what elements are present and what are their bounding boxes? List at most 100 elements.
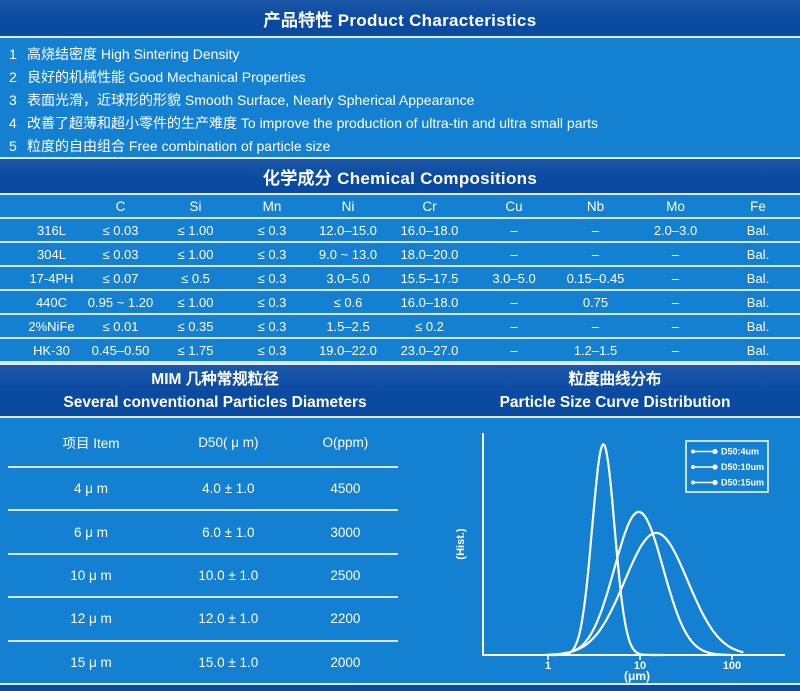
chem-row-label: 2%NiFe xyxy=(28,318,75,334)
chem-cell: ≤ 0.6 xyxy=(333,294,363,310)
chem-row-label: HK-30 xyxy=(33,342,70,358)
chem-cell: ≤ 0.5 xyxy=(181,270,210,286)
chem-cell: – xyxy=(510,294,518,310)
chem-row-label: 17-4PH xyxy=(29,270,74,286)
feature-number: 2 xyxy=(9,69,17,86)
feature-number: 1 xyxy=(9,46,17,63)
particle-row: 12 μ m 12.0 ± 1.0 2200 xyxy=(8,598,398,642)
chem-cell: Bal. xyxy=(746,294,770,310)
particle-row-label: 10 μ m xyxy=(70,568,112,584)
chem-col-header: Ni xyxy=(341,198,355,214)
curve-D50:15um xyxy=(548,531,744,656)
feature-text: 表面光滑，近球形的形貌 Smooth Surface, Nearly Spher… xyxy=(27,91,475,108)
particle-cell: 12.0 ± 1.0 xyxy=(198,611,259,627)
chem-cell: 0.15–0.45 xyxy=(566,270,625,286)
particle-row: 4 μ m 4.0 ± 1.0 4500 xyxy=(8,468,398,512)
legend-marker-dot xyxy=(712,479,718,486)
chem-row-label: 304L xyxy=(37,246,66,262)
chem-header-row: C Si Mn Ni Cr Cu Nb Mo Fe xyxy=(0,195,800,219)
chem-cell: 16.0–18.0 xyxy=(400,294,459,310)
chem-cell: ≤ 1.00 xyxy=(177,222,214,238)
chem-row: 440C 0.95 ~ 1.20 ≤ 1.00 ≤ 0.3 ≤ 0.6 16.0–18.0… xyxy=(0,291,800,315)
chem-cell: 9.0 ~ 13.0 xyxy=(318,246,378,262)
chem-cell: ≤ 0.3 xyxy=(257,294,287,310)
chem-cell: Bal. xyxy=(746,246,770,262)
feature-number: 4 xyxy=(9,114,17,131)
chem-cell: 23.0–27.0 xyxy=(400,342,459,358)
feature-number: 3 xyxy=(9,91,17,108)
chem-cell: ≤ 0.3 xyxy=(257,270,287,286)
chem-cell: – xyxy=(671,318,680,334)
chart-legend: D50:4um D50:10um D50:15um xyxy=(685,440,769,493)
particle-cell: 2200 xyxy=(330,611,361,627)
chem-col-header: Fe xyxy=(750,198,766,214)
chem-row-label: 316L xyxy=(37,222,66,238)
chart-title-en: Particle Size Curve Distribution xyxy=(499,393,731,411)
feature-item: 4 改善了超薄和超小零件的生产难度 To improve the producti… xyxy=(0,111,800,134)
legend-label: D50:4um xyxy=(721,447,759,457)
chem-cell: – xyxy=(591,246,600,262)
chem-cell: 19.0–22.0 xyxy=(319,342,377,358)
product-characteristics-header: 产品特性 Product Characteristics xyxy=(0,0,800,38)
chem-cell: 15.5–17.5 xyxy=(400,270,459,286)
x-axis-label: (μm) xyxy=(624,669,650,683)
particle-diameters-title-zh: MIM 几种常规粒径 xyxy=(151,370,279,388)
chem-cell: 16.0–18.0 xyxy=(400,222,459,238)
legend-label: D50:10um xyxy=(721,462,764,472)
chem-col-header: Mn xyxy=(262,198,282,214)
features-list: 1 高烧结密度 High Sintering Density 2 良好的机械性能 Go… xyxy=(0,40,800,157)
chem-cell: 18.0–20.0 xyxy=(400,246,459,262)
distribution-curves xyxy=(544,443,744,657)
chem-col-header: Cu xyxy=(505,198,523,214)
chemical-compositions-title: 化学成分 Chemical Compositions xyxy=(262,168,538,188)
chem-cell: – xyxy=(591,318,600,334)
chem-row: 316L ≤ 0.03 ≤ 1.00 ≤ 0.3 12.0–15.0 16.0–18.0 –… xyxy=(0,219,800,243)
particle-row-label: 12 μ m xyxy=(70,611,112,627)
particle-diameters-title: MIM 几种常规粒径 Several conventional Particle… xyxy=(0,365,430,416)
chem-cell: Bal. xyxy=(746,270,770,286)
chem-cell: 12.0–15.0 xyxy=(319,222,377,238)
feature-item: 3 表面光滑，近球形的形貌 Smooth Surface, Nearly Sphe… xyxy=(0,89,800,112)
x-tick-label: 100 xyxy=(723,660,741,672)
y-axis-label: (Hist.) xyxy=(455,528,467,560)
chem-cell: Bal. xyxy=(746,222,770,238)
chem-cell: 2.0–3.0 xyxy=(653,222,698,238)
particle-row: 10 μ m 10.0 ± 1.0 2500 xyxy=(8,555,398,599)
feature-text: 改善了超薄和超小零件的生产难度 To improve the productio… xyxy=(27,114,599,131)
chemical-compositions-header: 化学成分 Chemical Compositions xyxy=(0,157,800,195)
chem-cell: ≤ 0.3 xyxy=(257,342,287,358)
chem-cell: ≤ 1.00 xyxy=(177,246,214,262)
particle-col-header: O(ppm) xyxy=(322,434,369,450)
particle-cell: 4500 xyxy=(330,481,361,497)
chem-cell: ≤ 0.3 xyxy=(257,246,287,262)
particle-col-header: D50( μ m) xyxy=(198,434,259,450)
chem-cell: ≤ 0.3 xyxy=(257,222,287,238)
chem-cell: – xyxy=(510,318,518,334)
legend-marker-dot xyxy=(691,465,695,469)
legend-marker-dot xyxy=(691,449,695,454)
particle-row: 6 μ m 6.0 ± 1.0 3000 xyxy=(8,511,398,555)
feature-text: 粒度的自由组合 Free combination of particle siz… xyxy=(27,137,331,154)
chem-cell: ≤ 1.00 xyxy=(177,294,214,310)
chem-cell: 0.95 ~ 1.20 xyxy=(87,294,154,310)
chem-cell: ≤ 0.03 xyxy=(102,222,139,238)
chem-cell: 0.45–0.50 xyxy=(91,342,150,358)
particle-row: 15 μ m 15.0 ± 1.0 2000 xyxy=(8,642,398,683)
chem-cell: 1.2–1.5 xyxy=(573,342,618,358)
chem-cell: – xyxy=(671,342,680,358)
feature-item: 5 粒度的自由组合 Free combination of particle si… xyxy=(0,134,800,157)
legend-label: D50:15um xyxy=(721,478,764,488)
chem-cell: – xyxy=(671,294,680,310)
particle-row-label: 15 μ m xyxy=(70,654,112,670)
chem-row-label: 440C xyxy=(35,294,68,310)
chem-cell: ≤ 0.01 xyxy=(102,318,139,334)
legend-marker-dot xyxy=(691,480,695,485)
chem-row: 304L ≤ 0.03 ≤ 1.00 ≤ 0.3 9.0 ~ 13.0 18.0–20.0… xyxy=(0,243,800,267)
particle-cell: 15.0 ± 1.0 xyxy=(198,654,259,670)
chem-cell: 1.5–2.5 xyxy=(326,318,370,334)
chem-cell: – xyxy=(671,246,680,262)
chem-cell: ≤ 0.35 xyxy=(177,318,214,334)
feature-text: 良好的机械性能 Good Mechanical Properties xyxy=(27,69,306,86)
particle-cell: 3000 xyxy=(330,524,361,540)
